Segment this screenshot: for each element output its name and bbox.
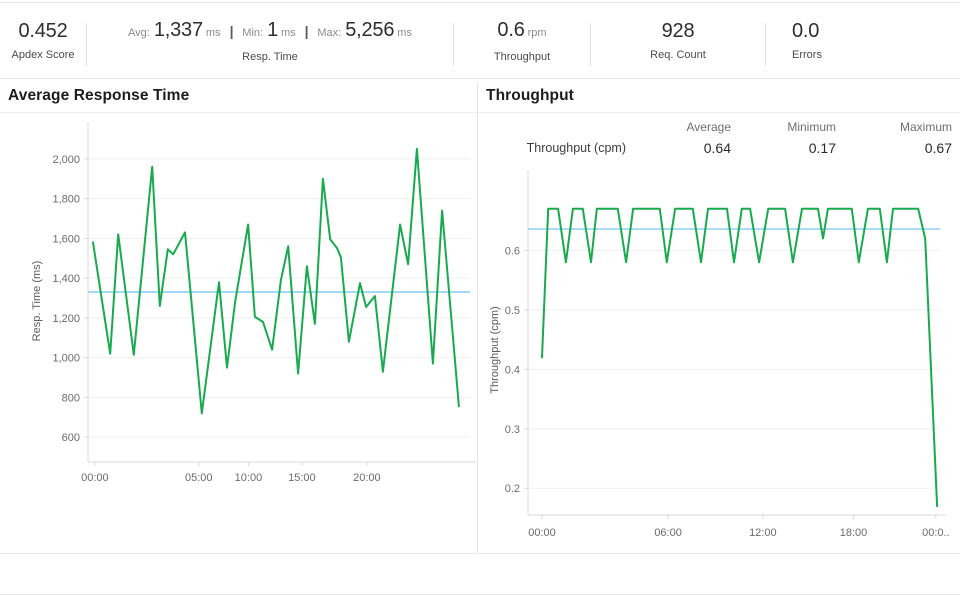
x-tick-label: 00:00 xyxy=(528,527,556,539)
min-label: Min: xyxy=(242,26,264,39)
max-value: 5,256 xyxy=(345,18,395,41)
y-tick-label: 0.2 xyxy=(505,483,520,495)
min-unit: ms xyxy=(281,26,296,39)
y-tick-label: 2,000 xyxy=(52,154,80,166)
summary-average-value: 0.64 xyxy=(703,140,731,156)
request-count-label: Req. Count xyxy=(650,49,706,61)
stats-divider xyxy=(590,23,591,66)
card-title-divider xyxy=(478,112,960,113)
series-line xyxy=(92,147,460,415)
y-tick-label: 0.4 xyxy=(505,364,520,376)
x-tick-label: 10:00 xyxy=(235,472,263,484)
stat-request-count: 928 Req. Count xyxy=(591,3,765,78)
stat-errors: 0.0 Errors xyxy=(766,3,960,78)
stats-divider xyxy=(453,23,454,66)
stat-resp-time: Avg: 1,337 ms | Min: 1 ms | Max: 5,256 ms Resp. Ti… xyxy=(87,3,453,78)
y-tick-label: 800 xyxy=(62,392,80,404)
throughput-label: Throughput xyxy=(493,50,551,63)
y-tick-label: 0.5 xyxy=(505,305,520,317)
avg-label: Avg: xyxy=(128,26,150,39)
throughput-value: 0.6 xyxy=(497,18,525,41)
x-tick-label: 20:00 xyxy=(353,472,381,484)
stat-throughput: 0.6 rpm Throughput xyxy=(454,3,590,78)
summary-header-average: Average xyxy=(686,120,731,134)
throughput-unit: rpm xyxy=(527,26,547,39)
x-tick-label: 15:00 xyxy=(288,472,316,484)
x-tick-label: 18:00 xyxy=(840,527,868,539)
stat-apdex-score: 0.452 Apdex Score xyxy=(0,3,86,78)
request-count-value: 928 xyxy=(661,20,695,42)
y-tick-label: 600 xyxy=(62,432,80,444)
y-tick-label: 1,400 xyxy=(52,273,80,285)
throughput-value-line: 0.6 rpm xyxy=(497,19,546,44)
charts-row: Average Response Time 600 800 1,000 1,200 1,… xyxy=(0,82,960,554)
throughput-summary-table: Average Minimum Maximum Throughput (cpm)… xyxy=(478,120,960,156)
stats-bar: 0.452 Apdex Score Avg: 1,337 ms | Min: 1 ms | Ma… xyxy=(0,3,960,79)
apdex-score-value: 0.452 xyxy=(18,20,68,42)
separator: | xyxy=(229,22,234,39)
series-line xyxy=(541,207,939,508)
throughput-line-chart[interactable]: 0.2 0.3 0.4 0.5 0.6 00:00 06:00 12:00 18:00 00:0.… xyxy=(478,170,960,555)
y-tick-label: 1,000 xyxy=(52,353,80,365)
avg-unit: ms xyxy=(205,26,221,39)
errors-value: 0.0 xyxy=(792,20,820,42)
resp-time-label: Resp. Time xyxy=(242,50,298,63)
stats-divider xyxy=(86,23,87,66)
y-axis-title: Throughput (cpm) xyxy=(489,306,501,393)
stats-divider xyxy=(765,23,766,66)
top-divider xyxy=(0,2,960,3)
summary-row-label: Throughput (cpm) xyxy=(526,141,626,155)
avg-value: 1,337 xyxy=(153,18,203,41)
response-time-chart-card: Average Response Time 600 800 1,000 1,200 1,… xyxy=(0,82,478,553)
y-tick-label: 1,600 xyxy=(52,233,80,245)
y-tick-label: 1,200 xyxy=(52,313,80,325)
errors-label: Errors xyxy=(792,49,822,61)
x-tick-label: 00:00 xyxy=(81,472,109,484)
throughput-chart-card: Throughput Average Minimum Maximum Throu… xyxy=(478,82,960,553)
x-tick-label: 06:00 xyxy=(654,527,682,539)
response-time-chart-title: Average Response Time xyxy=(8,87,190,104)
x-tick-label: 05:00 xyxy=(185,472,213,484)
min-value: 1 xyxy=(267,18,278,41)
x-tick-label: 12:00 xyxy=(749,527,777,539)
summary-minimum-value: 0.17 xyxy=(808,140,836,156)
summary-header-minimum: Minimum xyxy=(787,120,836,134)
y-tick-label: 0.3 xyxy=(505,424,520,436)
throughput-chart-title: Throughput xyxy=(486,87,574,104)
card-title-divider xyxy=(0,112,477,113)
separator: | xyxy=(304,22,309,39)
max-unit: ms xyxy=(397,26,412,39)
summary-header-maximum: Maximum xyxy=(899,120,952,134)
summary-maximum-value: 0.67 xyxy=(924,140,952,156)
x-tick-label: 00:0.. xyxy=(922,527,950,539)
apdex-score-label: Apdex Score xyxy=(11,49,75,61)
resp-time-values: Avg: 1,337 ms | Min: 1 ms | Max: 5,256 ms xyxy=(128,19,412,44)
y-axis-title: Resp. Time (ms) xyxy=(31,261,43,342)
max-label: Max: xyxy=(317,26,342,39)
y-tick-label: 1,800 xyxy=(52,194,80,206)
response-time-line-chart[interactable]: 600 800 1,000 1,200 1,400 1,600 1,800 2,000 00:0… xyxy=(0,113,477,553)
y-tick-label: 0.6 xyxy=(505,245,520,257)
